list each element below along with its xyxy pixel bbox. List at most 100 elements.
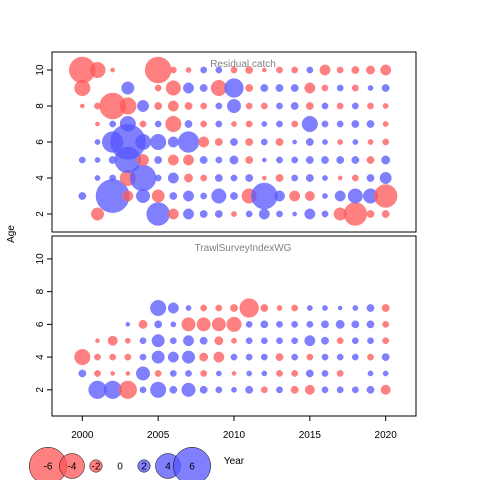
bubble-1-6-2006: [170, 321, 177, 328]
bubble-1-4-2016: [321, 353, 329, 361]
legend-label-0: -6: [44, 462, 53, 473]
bubble-0-8-2010: [226, 98, 242, 114]
bubble-0-4-2005: [154, 174, 162, 182]
bubble-1-3-2004: [135, 366, 151, 381]
bubble-0-10-2020: [380, 64, 392, 76]
bubble-1-2-2005: [150, 381, 167, 398]
bubble-0-7-2010: [231, 121, 237, 127]
bubble-0-6-2017: [337, 139, 344, 145]
bubble-0-9-2008: [199, 84, 208, 92]
bubble-1-6-2012: [260, 320, 269, 329]
bubble-0-8-2009: [215, 102, 223, 110]
bubble-0-3-2020: [373, 184, 398, 208]
legend-label-4: 2: [141, 462, 147, 473]
bubble-0-9-2007: [183, 82, 194, 94]
bubble-0-7-2013: [276, 120, 283, 128]
bubble-1-5-2003: [124, 337, 131, 344]
y-tick-label-1-1: 4: [35, 354, 46, 360]
bubble-0-9-2006: [165, 80, 181, 96]
bubble-0-8-2019: [367, 102, 374, 110]
bubble-0-10-2001: [89, 61, 106, 79]
x-tick-label-3: 2015: [299, 430, 322, 441]
bubble-0-7-2005: [154, 120, 162, 128]
bubble-1-5-2006: [169, 337, 177, 345]
bubble-1-6-2019: [366, 320, 375, 329]
bubble-0-6-2007: [177, 131, 200, 153]
bubble-0-9-2014: [290, 84, 299, 92]
bubble-0-4-2011: [245, 174, 254, 182]
bubble-0-10-2011: [245, 66, 254, 74]
bubble-1-4-2006: [167, 351, 179, 363]
bubble-1-2-2018: [351, 386, 359, 394]
y-tick-label-0-4: 10: [35, 64, 46, 76]
bubble-1-4-2002: [109, 353, 117, 361]
x-tick-label-1: 2005: [147, 430, 170, 441]
bubble-0-5-2017: [336, 156, 345, 164]
bubble-1-7-2010: [230, 304, 238, 312]
bubble-1-6-2010: [226, 316, 242, 332]
bubble-0-5-2006: [167, 154, 179, 166]
bubble-1-7-2013: [276, 305, 283, 311]
y-tick-label-0-1: 4: [35, 175, 46, 181]
bubble-0-9-2019: [367, 85, 374, 91]
bubble-0-10-2006: [169, 66, 177, 74]
bubble-1-6-2016: [321, 320, 329, 329]
bubble-1-3-2010: [231, 371, 237, 376]
bubble-0-5-2018: [351, 156, 360, 164]
bubble-0-5-2020: [381, 155, 391, 165]
bubble-0-6-2014: [292, 139, 297, 145]
bubble-0-6-2010: [230, 138, 238, 146]
bubble-1-6-2003: [125, 322, 131, 327]
bubble-0-2-2018: [343, 202, 368, 226]
bubble-1-7-2012: [260, 304, 269, 312]
bubble-1-6-2005: [154, 320, 163, 329]
y-tick-label-0-2: 6: [35, 139, 46, 145]
bubble-0-5-2011: [245, 156, 254, 164]
bubble-1-4-2004: [139, 353, 147, 361]
bubble-1-7-2019: [366, 304, 375, 312]
bubble-0-4-2020: [379, 172, 392, 184]
legend-bubble-1: [59, 453, 85, 479]
bubble-1-6-2018: [351, 320, 360, 329]
bubble-1-5-2001: [95, 338, 100, 344]
legend-label-1: -4: [68, 462, 77, 473]
y-tick-label-1-0: 2: [35, 387, 46, 393]
bubble-1-5-2011: [245, 337, 253, 345]
bubble-1-3-2020: [382, 370, 389, 377]
bubble-0-3-2008: [200, 192, 208, 200]
bubble-0-10-2008: [200, 66, 208, 74]
bubble-0-10-2010: [230, 66, 238, 74]
bubble-0-4-2002: [109, 174, 117, 182]
bubble-1-5-2020: [382, 337, 390, 345]
bubble-0-2-2010: [231, 211, 237, 217]
bubble-0-3-2016: [322, 193, 328, 199]
bubble-0-4-2012: [262, 175, 267, 181]
bubble-1-3-2017: [336, 370, 344, 377]
bubble-1-4-2012: [260, 353, 268, 361]
bubble-1-6-2004: [138, 319, 148, 329]
bubble-0-7-2016: [321, 120, 329, 128]
bubble-0-9-2013: [275, 84, 284, 92]
bubble-0-5-2009: [215, 156, 223, 164]
bubble-0-9-2015: [304, 82, 316, 94]
bubble-0-8-2016: [321, 102, 329, 110]
bubble-0-2-2008: [199, 210, 208, 218]
legend-bubble-6: [173, 447, 211, 480]
bubble-0-3-2009: [211, 188, 227, 204]
bubble-0-8-2017: [336, 102, 344, 110]
bubble-0-9-2011: [245, 84, 254, 92]
bubble-1-3-2013: [276, 370, 283, 377]
bubble-0-10-2015: [306, 66, 314, 74]
bubble-0-5-2016: [321, 156, 329, 164]
bubble-1-6-2011: [245, 320, 253, 328]
bubble-0-3-2015: [304, 191, 315, 201]
bubble-1-3-2003: [125, 371, 131, 376]
bubble-1-4-2008: [199, 352, 209, 362]
x-tick-label-4: 2020: [375, 430, 398, 441]
bubble-1-2-2016: [321, 386, 329, 394]
legend-label-5: 4: [165, 462, 171, 473]
legend-bubble-2: [89, 459, 103, 473]
bubble-0-10-2013: [276, 66, 283, 74]
panel-title-0: Residual catch: [210, 59, 276, 70]
bubble-1-2-2014: [290, 385, 299, 394]
